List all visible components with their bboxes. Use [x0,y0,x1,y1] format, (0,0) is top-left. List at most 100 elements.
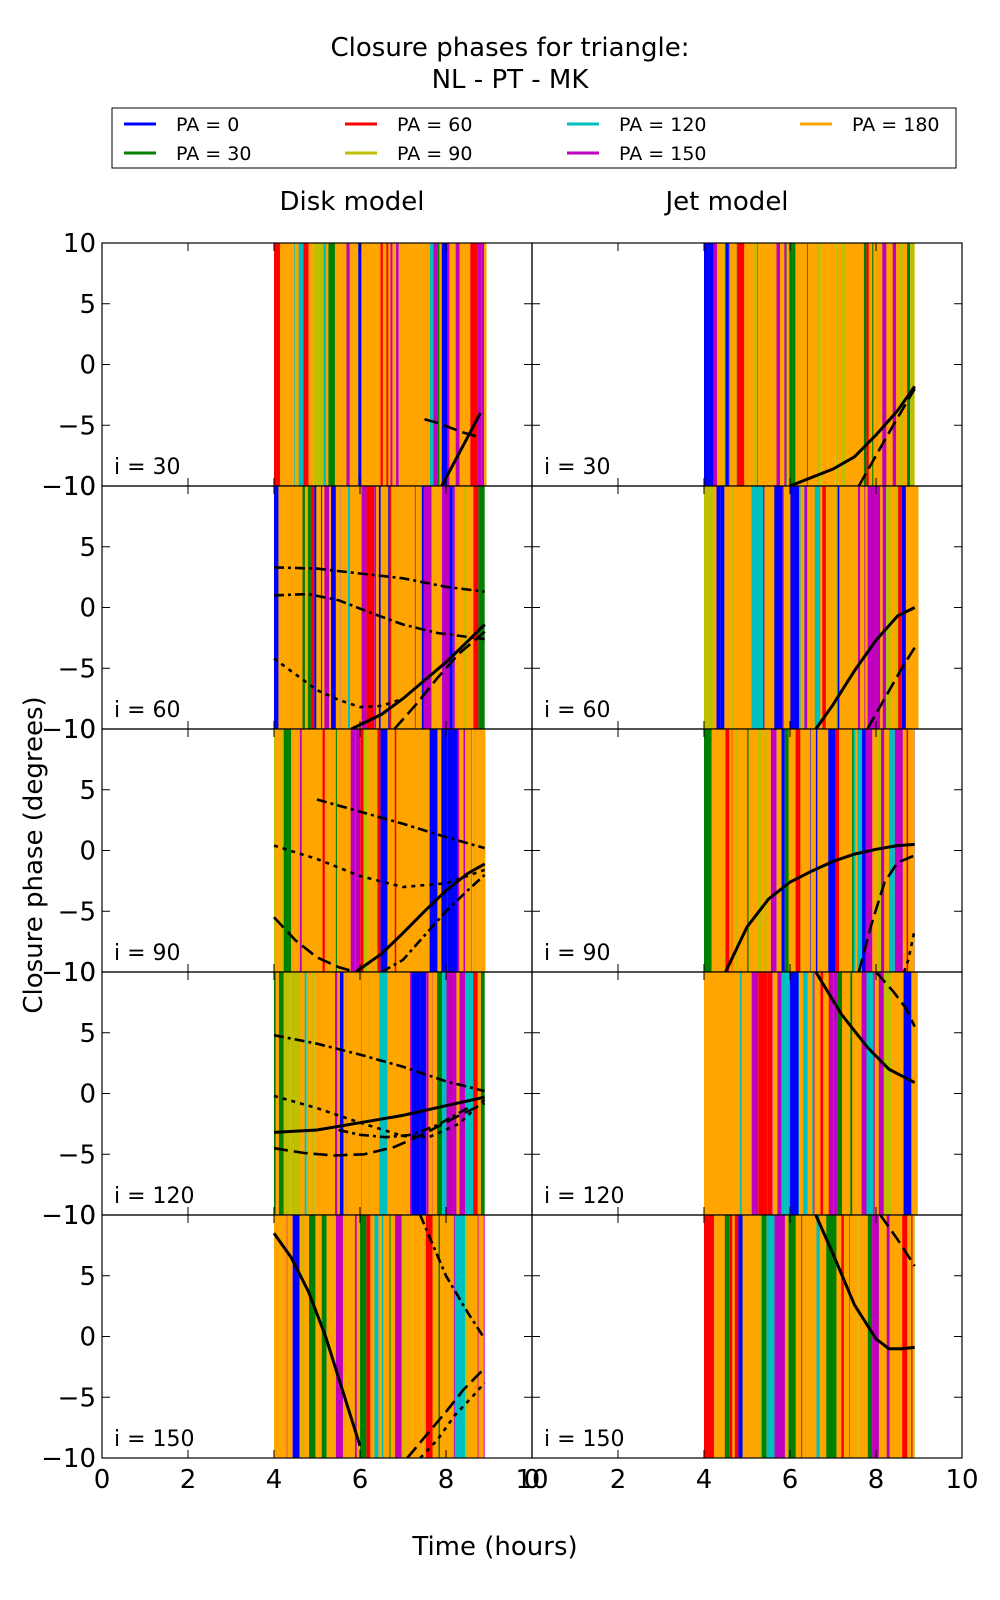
pa-noise-band [721,972,730,1215]
pa-noise-band [400,729,404,972]
model-curve [354,862,486,972]
pa-noise-band [449,486,453,729]
pa-noise-band [469,1215,478,1458]
pa-noise-band [787,486,800,729]
y-tick-label: 10 [63,958,96,988]
pa-noise-band [894,972,904,1215]
pa-noise-band [758,972,768,1215]
pa-noise-band [479,972,485,1215]
pa-noise-band [757,243,763,486]
pa-noise-band [763,729,768,972]
model-curve [273,916,357,972]
pa-noise-band [446,972,454,1215]
pa-noise-band [811,486,821,729]
pa-noise-band [772,486,783,729]
pa-noise-band [388,243,391,486]
pa-noise-band [282,1215,287,1458]
pa-noise-band [823,972,826,1215]
pa-noise-band [399,486,407,729]
y-tick-label: 0 [79,594,96,624]
pa-noise-band [888,729,895,972]
pa-noise-band [370,1215,375,1458]
pa-noise-band [842,972,851,1215]
pa-noise-band [390,1215,395,1458]
pa-noise-band [420,972,427,1215]
pa-noise-band [704,1215,715,1458]
pa-noise-band [465,972,474,1215]
pa-noise-band [449,243,456,486]
x-tick-label: 2 [180,1465,197,1495]
pa-noise-band [849,243,854,486]
model-curve [350,623,486,729]
pa-noise-band [737,729,742,972]
inclination-label: i = 120 [114,1184,195,1209]
pa-noise-band [714,1215,718,1458]
pa-noise-band [376,486,379,729]
pa-noise-band [439,243,442,486]
pa-noise-band [796,1215,808,1458]
pa-noise-band [912,1215,915,1458]
pa-noise-band [896,243,907,486]
pa-noise-band [313,243,324,486]
y-tick-label: −5 [58,1383,96,1413]
pa-noise-band [786,243,793,486]
pa-noise-band [737,486,748,729]
pa-noise-band [829,972,834,1215]
panel: 10 5 0 −5 −10 i = 120 [41,958,533,1231]
pa-noise-band [303,243,309,486]
pa-noise-band [884,729,890,972]
legend: PA = 0 PA = 60 PA = 120 PA = 180 PA = 30 PA =… [111,107,957,169]
pa-noise-band [741,972,747,1215]
pa-noise-band [428,243,431,486]
pa-noise-band [308,1215,316,1458]
legend-box [111,107,957,169]
pa-noise-band [767,486,775,729]
pa-noise-band [433,243,438,486]
pa-noise-band [878,1215,887,1458]
pa-noise-band [396,729,401,972]
x-tick-label: 4 [696,1465,713,1495]
y-tick-label: −5 [58,654,96,684]
pa-noise-band [468,486,472,729]
pa-noise-band [349,243,358,486]
pa-noise-band [414,1215,422,1458]
pa-noise-band [382,243,387,486]
pa-noise-band [913,243,915,486]
pa-noise-band [304,486,308,729]
model-curve [273,1033,486,1093]
pa-noise-band [459,729,464,972]
pa-noise-band [860,486,865,729]
pa-noise-band [454,1215,466,1458]
pa-noise-band [355,729,361,972]
x-tick-label: 10 [945,1465,978,1495]
pa-noise-band [732,729,737,972]
pa-noise-band [863,1215,867,1458]
pa-noise-band [874,972,879,1215]
model-curve [902,929,916,972]
y-tick-label: 10 [63,229,96,259]
pa-noise-band [318,729,323,972]
model-curve [273,844,486,889]
pa-noise-band [310,486,315,729]
pa-noise-band [399,243,404,486]
pa-noise-band [356,1215,361,1458]
x-tick-label: 8 [868,1465,885,1495]
pa-noise-band [902,729,907,972]
pa-noise-band [786,243,790,486]
pa-noise-band [346,972,350,1215]
pa-noise-band [833,972,838,1215]
pa-noise-band [751,729,758,972]
model-curve [424,417,481,439]
pa-noise-band [324,486,331,729]
pa-noise-band [347,1215,355,1458]
pa-noise-band [294,243,299,486]
pa-noise-band [303,1215,307,1458]
pa-noise-band [806,1215,811,1458]
pa-noise-band [274,243,284,486]
model-curve [273,566,485,593]
pa-noise-band [704,486,714,729]
pa-noise-band [853,729,863,972]
pa-noise-band [329,486,332,729]
pa-noise-band [824,972,829,1215]
